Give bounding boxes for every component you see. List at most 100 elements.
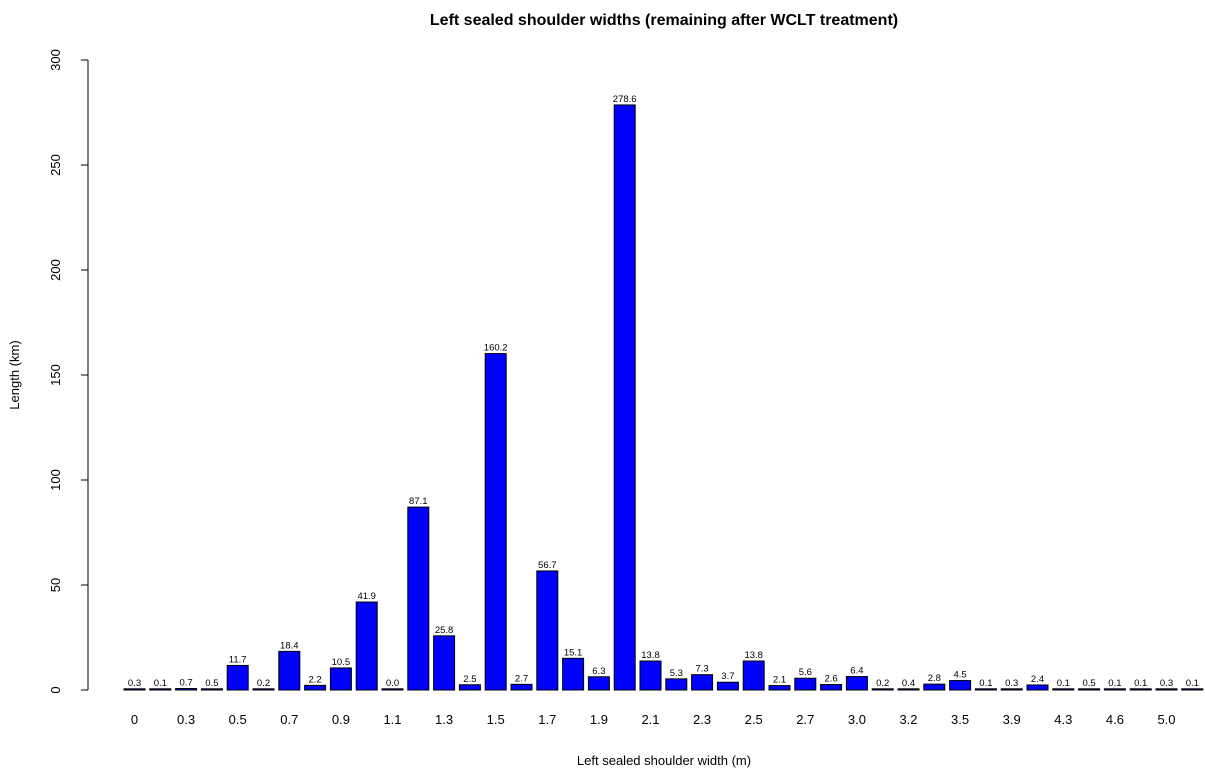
bar — [510, 683, 533, 691]
bar — [123, 688, 146, 691]
bar — [175, 688, 198, 691]
bar-value-label: 5.3 — [670, 668, 683, 679]
bar-value-label: 0.3 — [1005, 678, 1018, 689]
bar-value-label: 13.8 — [641, 650, 660, 661]
x-tick-label: 3.2 — [899, 712, 917, 727]
bar-value-label: 2.6 — [824, 674, 837, 685]
bar-value-label: 0.1 — [1134, 678, 1147, 689]
x-tick-label: 1.9 — [590, 712, 608, 727]
bar — [562, 657, 585, 691]
y-tick-label: 250 — [48, 154, 63, 176]
bar-value-label: 5.6 — [799, 667, 812, 678]
y-tick-label: 300 — [48, 49, 63, 71]
x-axis-label: Left sealed shoulder width (m) — [577, 753, 751, 768]
bar-value-label: 15.1 — [564, 647, 583, 658]
bar — [433, 635, 456, 691]
y-axis-label: Length (km) — [7, 340, 22, 409]
bar-value-label: 87.1 — [409, 496, 428, 507]
bar — [639, 660, 662, 691]
bar — [1026, 684, 1049, 691]
bar — [923, 683, 946, 691]
bar-value-label: 2.8 — [928, 673, 941, 684]
bar — [149, 688, 172, 691]
bar-value-label: 4.5 — [953, 670, 966, 681]
bar-value-label: 2.7 — [515, 673, 528, 684]
y-tick-label: 200 — [48, 259, 63, 281]
bar-value-label: 0.2 — [257, 678, 270, 689]
bar-value-label: 25.8 — [435, 625, 454, 636]
x-tick-label: 5.0 — [1157, 712, 1175, 727]
bar — [355, 601, 378, 691]
bar — [1129, 688, 1152, 691]
bar — [897, 688, 920, 691]
bar — [768, 685, 791, 691]
y-tick-label: 50 — [48, 578, 63, 592]
bar-value-label: 10.5 — [332, 657, 351, 668]
bar-value-label: 0.5 — [1082, 678, 1095, 689]
y-tick-label: 150 — [48, 364, 63, 386]
x-tick-label: 3.0 — [848, 712, 866, 727]
bar — [1078, 688, 1101, 691]
bar-value-label: 6.3 — [592, 666, 605, 677]
bar-value-label: 7.3 — [695, 664, 708, 675]
bar-value-label: 6.4 — [850, 666, 863, 677]
bar — [200, 688, 223, 691]
x-tick-label: 2.1 — [641, 712, 659, 727]
bar-value-label: 0.1 — [154, 678, 167, 689]
bar-value-label: 56.7 — [538, 560, 557, 571]
bar — [278, 650, 301, 691]
bar — [794, 677, 817, 691]
bar — [691, 674, 714, 691]
bar-value-label: 2.4 — [1031, 674, 1044, 685]
x-tick-label: 2.5 — [745, 712, 763, 727]
bar — [1052, 688, 1075, 691]
bar-value-label: 0.2 — [876, 678, 889, 689]
bars-group: 0.3 0.1 0.7 0.5 11.7 0.2 18.4 2.2 10.5 41.9 0.0 87.… — [123, 94, 1204, 691]
chart-title: Left sealed shoulder widths (remaining a… — [430, 12, 898, 29]
bar — [226, 664, 249, 691]
bar — [484, 353, 507, 691]
bar — [716, 681, 739, 691]
bar — [329, 667, 352, 691]
x-tick-label: 3.5 — [951, 712, 969, 727]
bar-value-label: 160.2 — [484, 343, 508, 354]
x-tick-label: 0.9 — [332, 712, 350, 727]
bar — [1181, 688, 1204, 691]
bar-value-label: 18.4 — [280, 640, 299, 651]
bar-value-label: 0.1 — [1057, 678, 1070, 689]
x-tick-label: 2.3 — [693, 712, 711, 727]
bar — [1155, 688, 1178, 691]
bar-value-label: 0.1 — [979, 678, 992, 689]
bar — [949, 680, 972, 691]
bar — [458, 684, 481, 691]
bar — [304, 684, 327, 691]
x-tick-label: 1.5 — [487, 712, 505, 727]
bar-value-label: 2.5 — [463, 674, 476, 685]
bar — [587, 676, 610, 691]
x-tick-label: 0.7 — [280, 712, 298, 727]
bar-value-label: 0.3 — [1160, 678, 1173, 689]
x-tick-label: 1.3 — [435, 712, 453, 727]
bar — [974, 688, 997, 691]
x-tick-label: 1.1 — [383, 712, 401, 727]
bar-value-label: 3.7 — [721, 671, 734, 682]
bar — [252, 688, 275, 691]
bar-value-label: 0.1 — [1108, 678, 1121, 689]
bar — [407, 506, 430, 691]
bar-value-label: 0.5 — [205, 678, 218, 689]
x-tick-label: 0.3 — [177, 712, 195, 727]
bar — [665, 678, 688, 691]
bar-value-label: 0.1 — [1186, 678, 1199, 689]
x-tick-label: 4.6 — [1106, 712, 1124, 727]
bar-value-label: 0.7 — [179, 678, 192, 689]
bar — [1103, 688, 1126, 691]
x-tick-label: 3.9 — [1003, 712, 1021, 727]
y-axis: 0 50 100 150 200 250 300 — [48, 49, 89, 694]
bar — [613, 104, 636, 691]
x-tick-labels: 0 0.3 0.5 0.7 0.9 1.1 1.3 1.5 1.7 1.9 2.1 2.3 2.5 2.7… — [131, 712, 1176, 727]
bar — [845, 676, 868, 691]
bar-value-label: 13.8 — [744, 650, 763, 661]
x-tick-label: 2.7 — [796, 712, 814, 727]
x-tick-label: 1.7 — [538, 712, 556, 727]
